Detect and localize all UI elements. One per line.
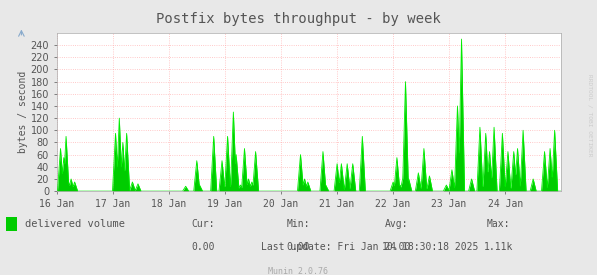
Text: 10.00: 10.00	[382, 243, 412, 252]
Y-axis label: bytes / second: bytes / second	[18, 71, 27, 153]
Text: delivered volume: delivered volume	[25, 219, 125, 229]
Text: Munin 2.0.76: Munin 2.0.76	[269, 267, 328, 275]
Text: 1.11k: 1.11k	[484, 243, 513, 252]
Text: Min:: Min:	[287, 219, 310, 229]
Text: 0.00: 0.00	[287, 243, 310, 252]
Text: 0.00: 0.00	[191, 243, 215, 252]
Text: Cur:: Cur:	[191, 219, 215, 229]
Text: Postfix bytes throughput - by week: Postfix bytes throughput - by week	[156, 12, 441, 26]
Text: Last update: Fri Jan 24 18:30:18 2025: Last update: Fri Jan 24 18:30:18 2025	[261, 243, 479, 252]
Text: RRDTOOL / TOBI OETIKER: RRDTOOL / TOBI OETIKER	[588, 74, 593, 157]
Text: Avg:: Avg:	[385, 219, 409, 229]
Text: Max:: Max:	[487, 219, 510, 229]
